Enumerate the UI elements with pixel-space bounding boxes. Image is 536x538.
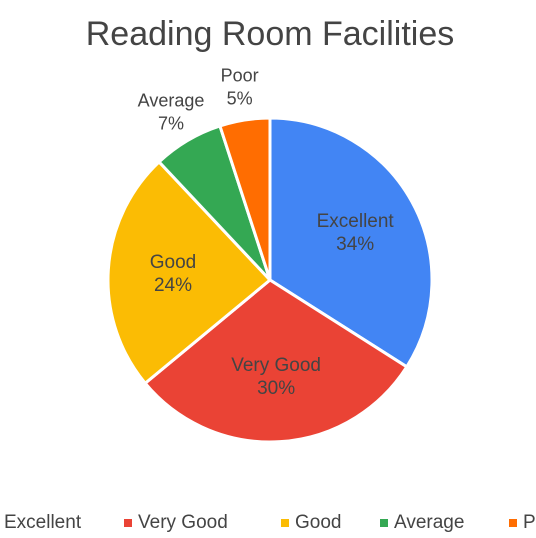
legend-label: Excellent xyxy=(4,512,82,533)
legend-label: Very Good xyxy=(138,512,228,533)
slice-value-label: 5% xyxy=(227,89,253,109)
legend-marker xyxy=(124,519,132,527)
legend-marker xyxy=(380,519,388,527)
slice-label: Good xyxy=(150,252,196,273)
pie-slice xyxy=(218,116,272,281)
slice-label: Very Good xyxy=(231,355,321,376)
legend-marker xyxy=(281,519,289,527)
pie-slice xyxy=(106,159,273,386)
slice-label: Poor xyxy=(221,66,259,86)
legend-label: Good xyxy=(295,512,341,533)
slice-value-label: 34% xyxy=(336,234,374,255)
pie-slice xyxy=(143,278,409,444)
legend-marker xyxy=(509,519,517,527)
slice-value-label: 24% xyxy=(154,275,192,296)
legend-label: Poor xyxy=(523,512,536,533)
slice-value-label: 7% xyxy=(158,113,184,133)
slice-label: Excellent xyxy=(317,211,395,232)
slice-label: Average xyxy=(138,90,205,110)
slice-value-label: 30% xyxy=(257,378,295,399)
legend-label: Average xyxy=(394,512,464,533)
chart-title: Reading Room Facilities xyxy=(86,15,455,53)
